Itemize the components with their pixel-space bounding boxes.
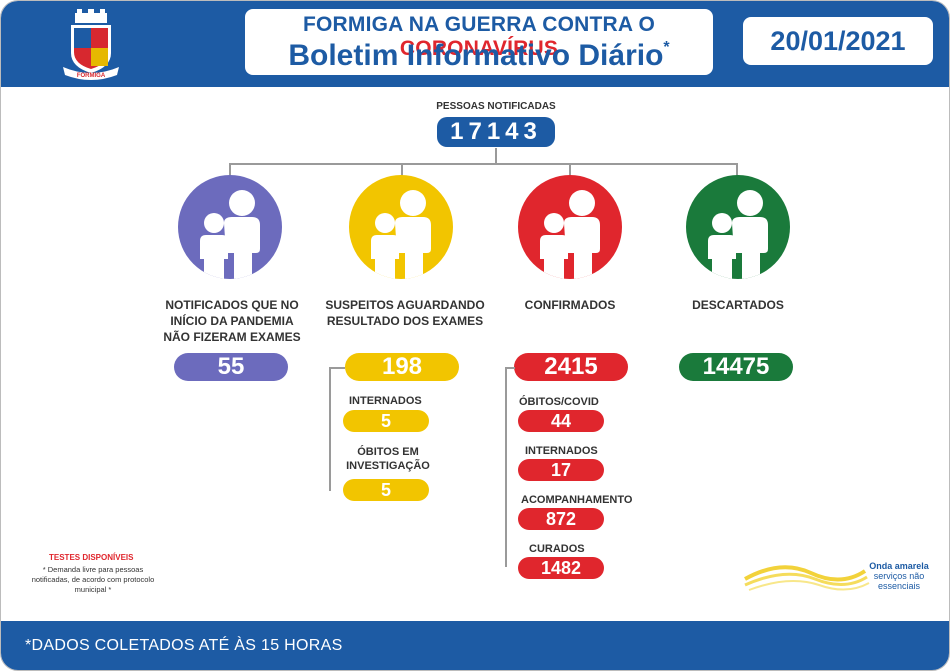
sub-label: INTERNADOS [525,445,598,457]
city-crest-icon: FORMIGA [63,9,119,80]
family-icon [349,175,453,279]
sub-label: ACOMPANHAMENTO [521,494,633,506]
tree-connector [505,367,507,567]
tree-connector [329,367,331,491]
sub-label: ÓBITOS EM INVESTIGAÇÃO [346,446,430,472]
wave-icon [744,565,870,591]
page-subtitle: Boletim Informativo Diário* [288,39,670,72]
category-value: 14475 [679,353,793,381]
category-label: DESCARTADOS [692,298,784,312]
tree-connector [229,163,737,165]
category-value: 55 [174,353,288,381]
family-icon [686,175,790,279]
tree-connector [229,163,231,177]
tests-note-title: TESTES DISPONÍVEIS [49,553,134,562]
sub-label: ÓBITOS/COVID [519,396,599,408]
category-label: CONFIRMADOS [524,298,616,312]
category-label: NOTIFICADOS QUE NO INÍCIO DA PANDEMIA NÃ… [163,298,301,344]
title-box: FORMIGA NA GUERRA CONTRA O CORONAVÍRUS B… [245,9,713,75]
tests-note-text: * Demanda livre para pessoas notificadas… [31,565,155,594]
footer-text: *DADOS COLETADOS ATÉ ÀS 15 HORAS [25,637,343,654]
tree-connector [736,163,738,177]
tree-connector [401,163,403,177]
footer-bar: *DADOS COLETADOS ATÉ ÀS 15 HORAS [1,621,949,670]
sub-label: CURADOS [529,543,585,555]
page-title: FORMIGA NA GUERRA CONTRA O CORONAVÍRUS [302,13,656,60]
category-value: 198 [345,353,459,381]
family-icon [178,175,282,279]
sub-value: 5 [343,410,429,432]
onda-amarela-note: Onda amarela serviços não essenciais [869,561,929,591]
tree-connector [329,367,345,369]
sub-value: 44 [518,410,604,432]
tree-connector [569,163,571,177]
category-value: 2415 [514,353,628,381]
family-icon [518,175,622,279]
total-value: 17143 [437,117,555,147]
category-label: SUSPEITOS AGUARDANDO RESULTADO DOS EXAME… [325,298,485,328]
bulletin-date: 20/01/2021 [743,17,933,65]
sub-value: 17 [518,459,604,481]
sub-value: 872 [518,508,604,530]
header-bar: FORMIGA FORMIGA NA GUERRA CONTRA O CORON… [1,1,949,87]
total-label: PESSOAS NOTIFICADAS [436,101,556,112]
sub-label: INTERNADOS [349,395,422,407]
tree-connector [495,148,497,164]
crest-label: FORMIGA [77,73,106,79]
sub-value: 1482 [518,557,604,579]
sub-value: 5 [343,479,429,501]
tree-connector [505,367,515,369]
